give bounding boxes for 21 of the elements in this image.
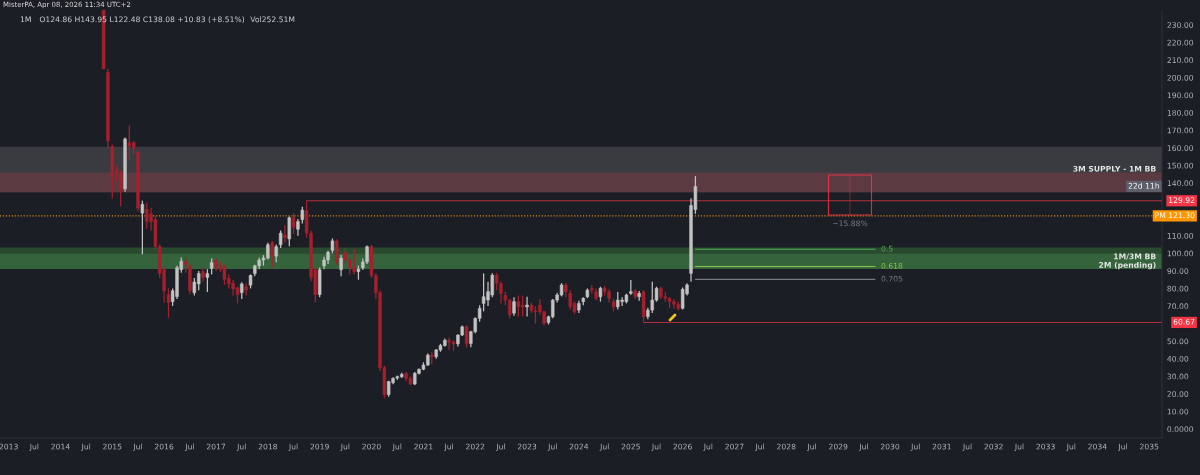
candlestick bbox=[270, 240, 274, 269]
candlestick bbox=[335, 238, 339, 266]
candlestick bbox=[127, 124, 132, 161]
candlestick bbox=[512, 296, 516, 317]
candlestick bbox=[672, 298, 676, 310]
candlestick bbox=[525, 296, 529, 318]
candlestick bbox=[205, 268, 210, 293]
candlestick bbox=[244, 282, 248, 297]
candlestick bbox=[140, 200, 145, 255]
candlestick bbox=[516, 294, 521, 318]
candlestick bbox=[287, 215, 291, 247]
candlestick bbox=[283, 224, 287, 244]
candlestick bbox=[291, 212, 296, 235]
candlestick bbox=[680, 286, 685, 311]
candlestick bbox=[145, 201, 149, 230]
candlestick bbox=[118, 170, 123, 207]
candlestick bbox=[339, 254, 343, 277]
candlestick bbox=[464, 324, 469, 348]
candlestick bbox=[520, 294, 525, 318]
candlestick bbox=[365, 244, 369, 265]
candlestick bbox=[352, 248, 356, 276]
